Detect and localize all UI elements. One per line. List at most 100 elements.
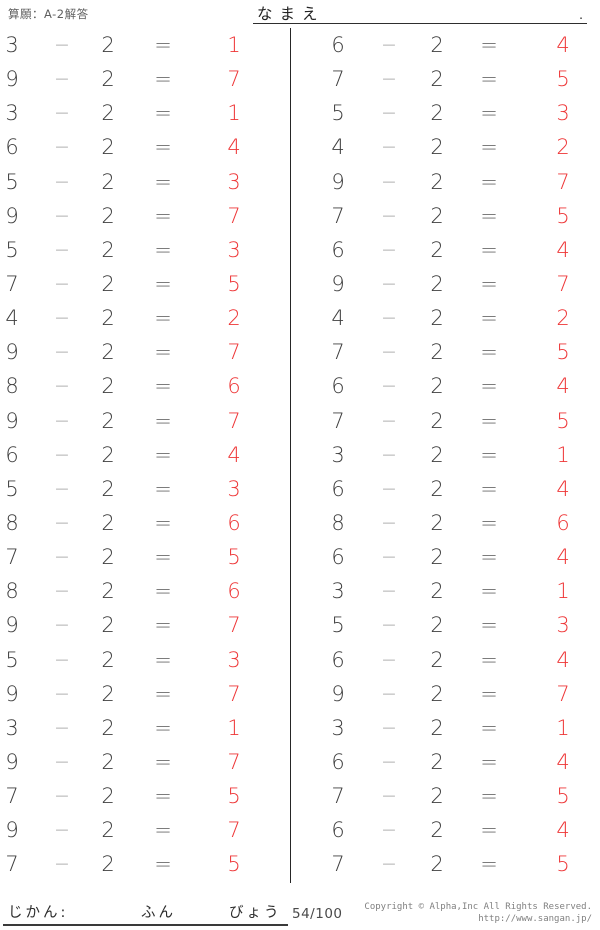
problems-left-column: 3−2 = 1 9−2 = 7 3−2 = 1 6−2 = 4 5−2 = 3 9−2 = 7 5−2 = 3 7−2 = 5… <box>0 28 290 882</box>
answer: 4 <box>556 237 570 262</box>
subtrahend: 2 <box>430 408 444 433</box>
minus-operator: − <box>381 375 397 398</box>
name-line-end-mark: . <box>579 8 583 22</box>
answer: 1 <box>227 101 241 126</box>
minus-operator: − <box>54 273 70 296</box>
answer: 6 <box>227 374 241 399</box>
subtrahend: 2 <box>101 511 115 536</box>
answer: 4 <box>556 647 570 672</box>
minuend: 3 <box>331 579 345 604</box>
answer: 4 <box>556 374 570 399</box>
minus-operator: − <box>54 375 70 398</box>
equals-sign: = <box>154 442 172 467</box>
problems-right-column: 6−2 = 4 7−2 = 5 5−2 = 3 4−2 = 2 9−2 = 7 7−2 = 5 6−2 = 4 9−2 = 7… <box>290 28 600 882</box>
minuend: 3 <box>5 101 19 126</box>
equals-sign: = <box>480 476 498 501</box>
problem-row: 9 − 2 = 7 <box>0 677 290 711</box>
minuend: 3 <box>331 442 345 467</box>
minuend: 4 <box>331 306 345 331</box>
answer: 7 <box>227 613 241 638</box>
subtrahend: 2 <box>430 647 444 672</box>
subtrahend: 2 <box>430 306 444 331</box>
problem-row: 9 − 2 = 7 <box>290 677 600 711</box>
score-fraction: 54/100 <box>292 906 343 922</box>
subtrahend: 2 <box>430 784 444 809</box>
answer: 4 <box>556 818 570 843</box>
problem-row: 7 − 2 = 5 <box>0 267 290 301</box>
answer: 2 <box>227 306 241 331</box>
minus-operator: − <box>381 716 397 739</box>
subtrahend: 2 <box>101 545 115 570</box>
minus-operator: − <box>381 546 397 569</box>
minus-operator: − <box>54 170 70 193</box>
time-label: じかん: <box>8 905 69 921</box>
answer: 3 <box>227 647 241 672</box>
minuend: 6 <box>5 135 19 160</box>
minuend: 6 <box>331 476 345 501</box>
answer: 7 <box>227 750 241 775</box>
minuend: 6 <box>331 374 345 399</box>
answer: 7 <box>227 67 241 92</box>
minuend: 8 <box>5 374 19 399</box>
minuend: 6 <box>331 545 345 570</box>
minuend: 9 <box>5 67 19 92</box>
minuend: 3 <box>331 715 345 740</box>
minuend: 7 <box>331 203 345 228</box>
equals-sign: = <box>154 852 172 877</box>
equals-sign: = <box>480 715 498 740</box>
subtrahend: 2 <box>101 818 115 843</box>
equals-sign: = <box>480 613 498 638</box>
subtrahend: 2 <box>101 681 115 706</box>
equals-sign: = <box>154 579 172 604</box>
equals-sign: = <box>154 340 172 365</box>
minus-operator: − <box>381 34 397 57</box>
subtrahend: 2 <box>101 442 115 467</box>
problem-row: 7 − 2 = 5 <box>290 335 600 369</box>
minus-operator: − <box>54 751 70 774</box>
minuend: 8 <box>5 511 19 536</box>
answer: 7 <box>227 681 241 706</box>
equals-sign: = <box>480 33 498 58</box>
problem-row: 6 − 2 = 4 <box>290 813 600 847</box>
problem-row: 8 − 2 = 6 <box>290 506 600 540</box>
subtrahend: 2 <box>101 101 115 126</box>
problem-row: 3 − 2 = 1 <box>290 574 600 608</box>
problem-row: 3 − 2 = 1 <box>0 96 290 130</box>
subtrahend: 2 <box>430 101 444 126</box>
minuend: 6 <box>331 647 345 672</box>
subtrahend: 2 <box>430 852 444 877</box>
equals-sign: = <box>480 784 498 809</box>
equals-sign: = <box>480 272 498 297</box>
minus-operator: − <box>54 238 70 261</box>
problem-row: 7 − 2 = 5 <box>290 62 600 96</box>
minus-operator: − <box>54 443 70 466</box>
equals-sign: = <box>480 306 498 331</box>
subtrahend: 2 <box>101 613 115 638</box>
minuend: 5 <box>331 613 345 638</box>
equals-sign: = <box>154 681 172 706</box>
minus-operator: − <box>54 409 70 432</box>
answer: 6 <box>556 511 570 536</box>
subtrahend: 2 <box>101 203 115 228</box>
subtrahend: 2 <box>430 203 444 228</box>
problem-row: 9 − 2 = 7 <box>0 62 290 96</box>
minuend: 6 <box>331 818 345 843</box>
worksheet-title: 算願：A-2解答 <box>8 7 89 21</box>
problem-row: 7 − 2 = 5 <box>290 199 600 233</box>
answer: 5 <box>227 272 241 297</box>
subtrahend: 2 <box>101 408 115 433</box>
minus-operator: − <box>54 512 70 535</box>
subtrahend: 2 <box>430 135 444 160</box>
answer: 5 <box>556 67 570 92</box>
minus-operator: − <box>54 716 70 739</box>
subtrahend: 2 <box>101 784 115 809</box>
minus-operator: − <box>381 68 397 91</box>
minus-operator: − <box>54 102 70 125</box>
minus-operator: − <box>381 512 397 535</box>
minuend: 8 <box>331 511 345 536</box>
minus-operator: − <box>381 443 397 466</box>
equals-sign: = <box>480 511 498 536</box>
minus-operator: − <box>381 751 397 774</box>
minuend: 6 <box>5 442 19 467</box>
minuend: 7 <box>5 272 19 297</box>
